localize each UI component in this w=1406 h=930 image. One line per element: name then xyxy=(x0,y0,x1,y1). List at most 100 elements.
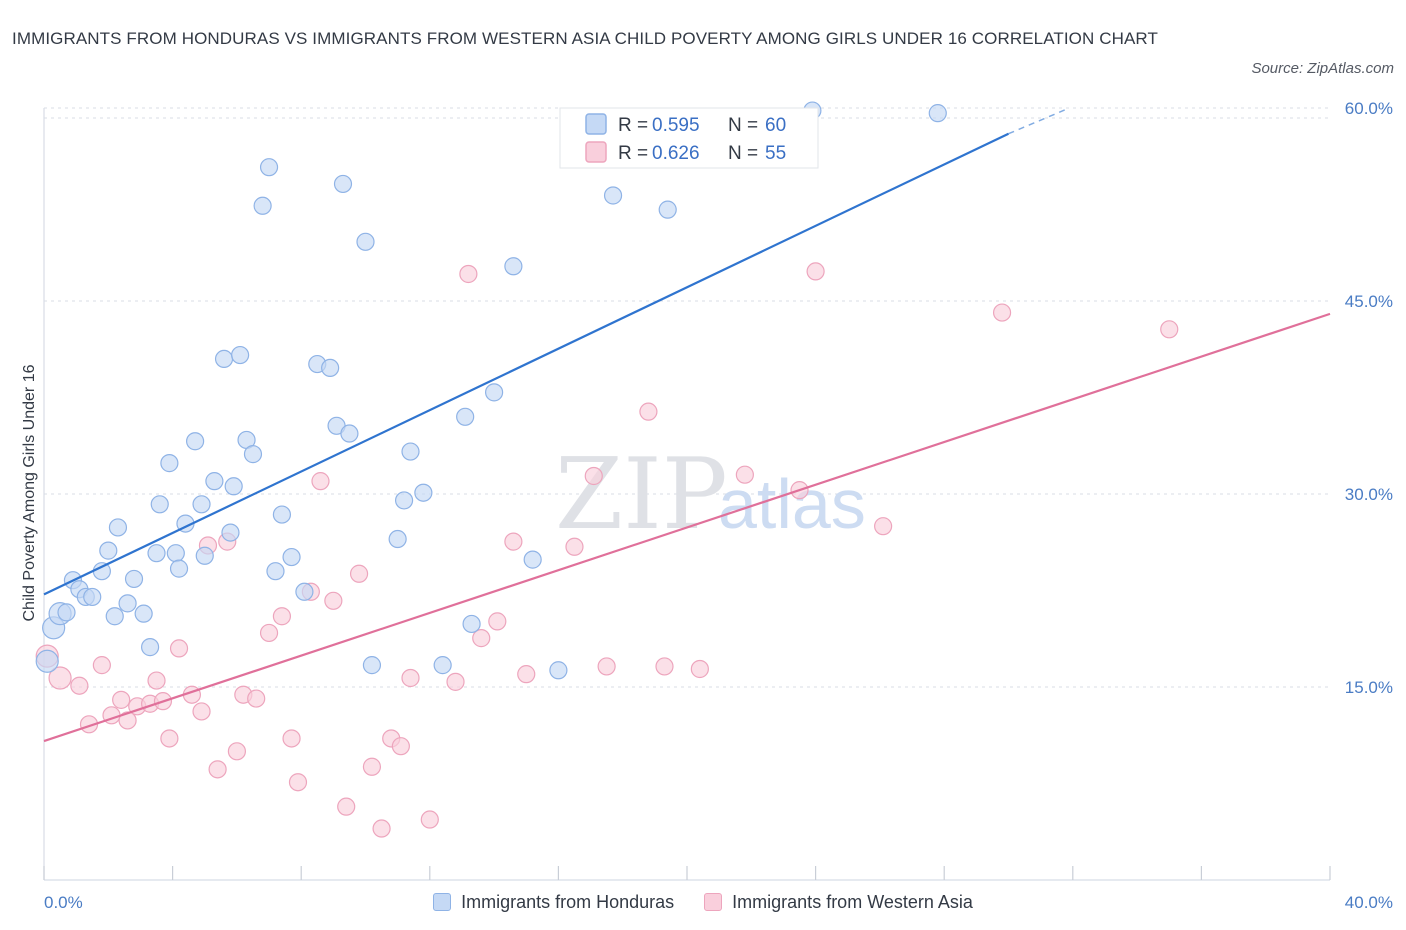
correlation-legend: R = 0.595 N = 60 R = 0.626 N = 55 xyxy=(559,107,819,169)
western-asia-point xyxy=(655,657,674,676)
western-asia-point xyxy=(992,303,1012,322)
honduras-point xyxy=(456,407,475,426)
honduras-point xyxy=(603,186,623,205)
bottom-legend-label-honduras: Immigrants from Honduras xyxy=(461,891,675,912)
western-asia-point xyxy=(324,591,343,610)
western-asia-point xyxy=(362,757,382,776)
honduras-point xyxy=(92,562,111,581)
y-tick-label-0: 15.0% xyxy=(1345,678,1393,697)
honduras-point xyxy=(124,569,144,589)
western-asia-point xyxy=(472,629,491,648)
honduras-point xyxy=(394,491,414,510)
legend-n-label-1: N = xyxy=(728,143,758,164)
honduras-point xyxy=(195,546,214,565)
western-asia-point xyxy=(48,666,72,690)
bottom-legend-item-western-asia[interactable]: Immigrants from Western Asia xyxy=(704,888,973,916)
honduras-point xyxy=(321,358,340,378)
x-axis-ticks xyxy=(43,866,1331,880)
honduras-point xyxy=(192,495,211,514)
honduras-point xyxy=(205,472,224,491)
western-asia-point xyxy=(690,659,709,679)
trend-line-western-asia xyxy=(43,312,1331,743)
western-asia-point xyxy=(735,465,754,484)
honduras-point xyxy=(140,638,160,657)
honduras-point xyxy=(169,559,189,578)
legend-r-value-western-asia: 0.626 xyxy=(652,143,700,164)
western-asia-point xyxy=(282,729,301,748)
western-asia-point xyxy=(92,656,111,675)
legend-n-label-0: N = xyxy=(728,115,758,136)
western-asia-point xyxy=(147,671,166,690)
honduras-point xyxy=(214,349,234,368)
honduras-point xyxy=(221,523,240,542)
western-asia-point xyxy=(337,797,356,816)
western-asia-point xyxy=(488,612,507,631)
western-asia-point xyxy=(311,472,330,491)
western-asia-point xyxy=(401,668,420,688)
western-asia-point xyxy=(517,665,536,684)
western-asia-point xyxy=(208,760,227,779)
honduras-point xyxy=(259,158,279,177)
honduras-point xyxy=(295,582,314,601)
western-asia-point xyxy=(639,402,658,421)
honduras-point xyxy=(362,656,382,675)
bottom-legend: Immigrants from Honduras Immigrants from… xyxy=(0,888,1406,916)
western-asia-point xyxy=(112,690,131,709)
y-tick-label-2: 45.0% xyxy=(1345,292,1393,311)
legend-r-value-honduras: 0.595 xyxy=(652,115,700,136)
legend-r-label-0: R = xyxy=(618,115,648,136)
honduras-point xyxy=(282,547,301,567)
gridlines xyxy=(44,107,1330,688)
honduras-point xyxy=(118,594,137,613)
western-asia-point xyxy=(806,262,825,281)
legend-r-label-1: R = xyxy=(618,143,648,164)
honduras-point xyxy=(340,424,359,443)
western-asia-point xyxy=(259,623,279,643)
trend-lines xyxy=(43,108,1331,743)
legend-swatch-western-asia xyxy=(585,141,607,163)
western-asia-point xyxy=(446,672,465,691)
honduras-point xyxy=(658,200,677,219)
honduras-point xyxy=(333,174,353,194)
honduras-point xyxy=(147,544,166,563)
bottom-legend-item-honduras[interactable]: Immigrants from Honduras xyxy=(433,888,674,916)
honduras-point xyxy=(523,550,542,569)
western-asia-point xyxy=(584,466,603,486)
western-asia-point xyxy=(160,729,179,748)
honduras-point xyxy=(83,587,102,607)
western-asia-point xyxy=(192,702,211,721)
honduras-point xyxy=(160,454,179,473)
bottom-legend-swatch-western-asia xyxy=(704,893,723,911)
honduras-point xyxy=(433,656,452,675)
chart-title: IMMIGRANTS FROM HONDURAS VS IMMIGRANTS F… xyxy=(12,29,1158,48)
western-asia-point xyxy=(227,742,246,761)
western-asia-point xyxy=(565,537,584,556)
y-tick-label-1: 30.0% xyxy=(1345,485,1393,504)
western-asia-point xyxy=(459,264,478,284)
trend-line-honduras-extension xyxy=(1008,108,1067,135)
western-asia-point xyxy=(247,689,266,708)
trend-line-honduras xyxy=(43,132,1009,596)
bottom-legend-label-western-asia: Immigrants from Western Asia xyxy=(732,891,973,912)
honduras-point xyxy=(272,505,292,524)
y-axis-label: Child Poverty Among Girls Under 16 xyxy=(21,364,38,621)
western-asia-point xyxy=(169,639,189,658)
western-asia-point xyxy=(504,532,523,551)
honduras-point xyxy=(99,541,118,560)
honduras-point xyxy=(549,661,568,680)
honduras-point xyxy=(414,483,433,502)
western-asia-point xyxy=(420,810,439,829)
honduras-point xyxy=(243,445,263,464)
honduras-point xyxy=(231,345,250,365)
western-asia-point xyxy=(349,564,369,583)
western-asia-point xyxy=(874,517,893,536)
x-tick-label-min: 0.0% xyxy=(44,893,83,912)
honduras-point xyxy=(108,518,128,537)
western-asia-point xyxy=(391,737,410,756)
honduras-point xyxy=(504,257,523,276)
honduras-point xyxy=(485,383,504,402)
honduras-point xyxy=(266,562,285,581)
western-asia-point xyxy=(272,607,292,626)
honduras-point xyxy=(105,607,124,626)
